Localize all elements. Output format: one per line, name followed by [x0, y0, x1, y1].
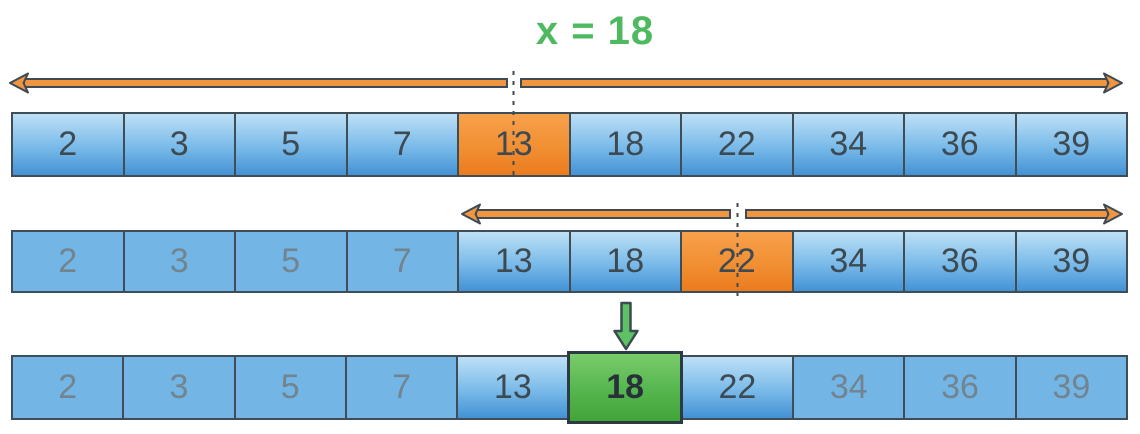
array-cell: 22 [680, 112, 794, 177]
array-row-step2: 2 3 5 7 13 18 22 34 36 39 [11, 230, 1128, 293]
array-cell: 34 [792, 355, 906, 420]
target-value-label: x = 18 [535, 9, 655, 53]
array-cell: 18 [568, 230, 682, 293]
array-cell: 13 [457, 230, 571, 293]
mid-cell-22: 22 [680, 230, 794, 293]
array-row-step3: 2 3 5 7 13 18 22 34 36 39 [11, 351, 1128, 424]
array-cell: 5 [234, 112, 348, 177]
array-cell: 2 [11, 230, 125, 293]
array-cell: 36 [903, 230, 1017, 293]
array-cell: 5 [233, 355, 347, 420]
array-cell: 34 [791, 112, 905, 177]
array-cell: 39 [1014, 112, 1128, 177]
array-cell: 2 [11, 355, 125, 420]
array-cell: 7 [344, 355, 459, 420]
array-cell: 39 [1014, 230, 1128, 293]
array-cell: 34 [791, 230, 905, 293]
array-cell: 18 [568, 112, 682, 177]
array-cell: 7 [345, 112, 459, 177]
array-cell: 3 [122, 230, 236, 293]
array-cell: 7 [345, 230, 459, 293]
array-cell: 3 [122, 112, 236, 177]
array-cell: 22 [680, 355, 795, 420]
array-cell: 5 [234, 230, 348, 293]
array-cell: 39 [1014, 355, 1128, 420]
found-cell-18: 18 [567, 351, 683, 424]
range-arrow-step1-icon [9, 72, 1123, 94]
array-row-step1: 2 3 5 7 13 18 22 34 36 39 [11, 112, 1128, 177]
array-cell: 13 [456, 355, 570, 420]
mid-cell-13: 13 [457, 112, 571, 177]
array-cell: 36 [903, 112, 1017, 177]
array-cell: 3 [122, 355, 236, 420]
array-cell: 36 [903, 355, 1017, 420]
found-arrow-icon [613, 301, 639, 351]
array-cell: 2 [11, 112, 125, 177]
range-arrow-step2-icon [461, 203, 1123, 225]
